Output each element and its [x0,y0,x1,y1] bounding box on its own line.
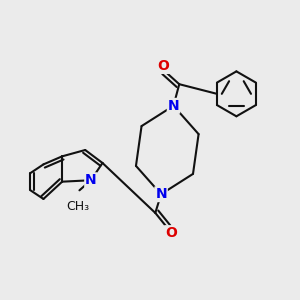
Text: N: N [168,99,179,113]
Text: N: N [85,173,97,187]
Text: O: O [158,59,169,73]
Text: CH₃: CH₃ [66,200,90,212]
Text: O: O [165,226,177,240]
Text: N: N [155,187,167,201]
